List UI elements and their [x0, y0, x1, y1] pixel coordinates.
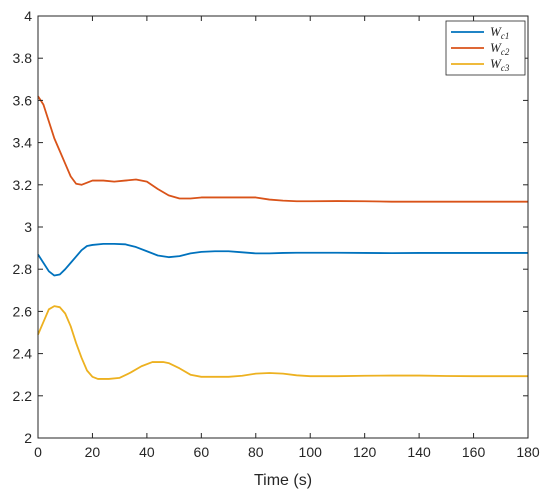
x-tick-label: 40 [139, 444, 155, 460]
x-tick-label: 0 [34, 444, 42, 460]
x-tick-label: 60 [194, 444, 210, 460]
y-tick-label: 2.4 [13, 346, 33, 362]
x-tick-label: 160 [462, 444, 486, 460]
x-axis-label: Time (s) [254, 472, 312, 489]
plot-area [38, 16, 528, 438]
y-tick-label: 3.8 [13, 50, 33, 66]
plot-frame [37, 15, 529, 439]
y-tick-label: 4 [24, 8, 32, 24]
y-tick-labels: 2 2.2 2.4 2.6 2.8 3 3.2 3.4 3.6 3.8 4 [13, 8, 33, 446]
series-line-c3 [37, 305, 528, 380]
y-tick-label: 3.6 [13, 92, 33, 108]
series-line-c1 [37, 242, 528, 277]
x-tick-labels: 0 20 40 60 80 100 120 140 160 180 [34, 444, 540, 460]
x-tick-label: 100 [299, 444, 323, 460]
x-tick-label: 20 [85, 444, 101, 460]
y-tick-label: 2.8 [13, 261, 33, 277]
series-layer [37, 95, 528, 380]
y-tick-label: 2.6 [13, 303, 33, 319]
y-tick-label: 3.2 [13, 177, 33, 193]
y-tick-label: 3 [24, 219, 32, 235]
legend-subscript: c1 [501, 31, 510, 41]
x-tick-label: 140 [407, 444, 431, 460]
x-tick-label: 80 [248, 444, 264, 460]
legend-subscript: c2 [501, 47, 510, 57]
y-tick-label: 3.4 [13, 135, 33, 151]
x-tick-label: 180 [516, 444, 540, 460]
series-line-c2 [37, 95, 528, 203]
legend-subscript: c3 [501, 63, 510, 73]
y-tick-label: 2 [24, 430, 32, 446]
y-tick-label: 2.2 [13, 388, 33, 404]
x-tick-label: 120 [353, 444, 377, 460]
